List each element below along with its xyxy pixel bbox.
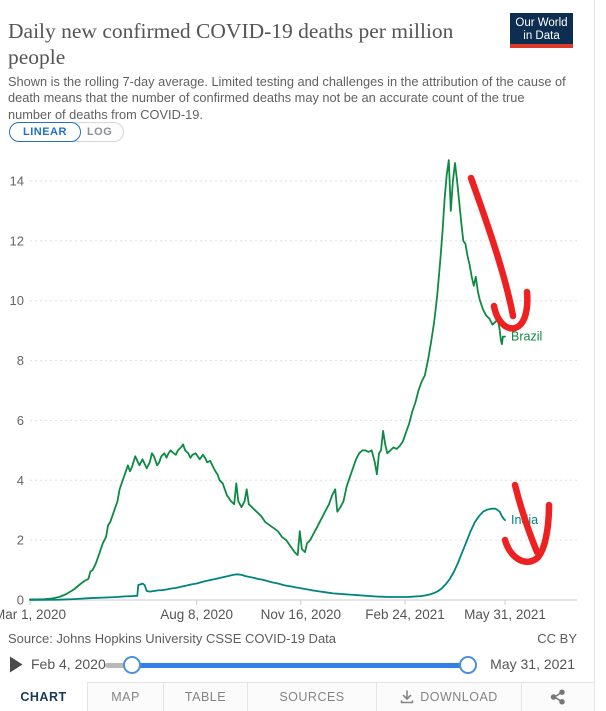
log-button[interactable]: LOG [72,122,125,142]
share-icon [550,689,565,705]
y-tick-label-10: 10 [10,293,24,308]
y-tick-label-2: 2 [17,533,24,548]
india-annotation-arrow-head [501,501,553,566]
tab-chart[interactable]: CHART [0,682,87,711]
timeline-start-date: Feb 4, 2020 [31,656,106,672]
x-tick-label: Aug 8, 2020 [160,607,233,622]
x-tick-label: Nov 16, 2020 [261,607,341,622]
y-tick-label-0: 0 [17,593,24,608]
play-icon[interactable] [9,656,23,673]
brazil-series-label: Brazil [511,330,542,344]
brazil-annotation-arrow-head [490,288,531,332]
y-tick-label-14: 14 [10,174,24,189]
owid-logo-line2: in Data [523,30,560,42]
line-chart: 0 2 4 6 8 10 12 14 Mar 1, 2020 Aug 8, 2020 Nov 16,… [0,159,577,622]
brazil-annotation-arrow-shaft [467,174,517,320]
india-annotation-arrow-shaft [511,481,541,556]
linear-button[interactable]: LINEAR [9,122,81,142]
y-tick-label-4: 4 [17,473,24,488]
source-text: Source: Johns Hopkins University CSSE CO… [8,631,337,646]
tab-share[interactable] [521,682,594,711]
tab-sources[interactable]: SOURCES [247,682,376,711]
timeline-handle-start[interactable] [123,656,141,674]
y-tick-label-8: 8 [17,353,24,368]
y-tick-label-12: 12 [10,233,24,248]
y-tick-label-6: 6 [17,413,24,428]
timeline-track-unselected[interactable] [105,662,125,668]
tab-map[interactable]: MAP [87,682,163,711]
x-tick-label: May 31, 2021 [464,607,546,622]
tab-bar: CHART MAP TABLE SOURCES DOWNLOAD [0,682,594,711]
timeline-control: Feb 4, 2020 May 31, 2021 [0,649,594,681]
x-tick-label: Feb 24, 2021 [365,607,445,622]
download-icon [400,690,414,704]
scale-toggle: LINEAR LOG [9,122,125,142]
timeline-handle-end[interactable] [459,656,477,674]
tab-download[interactable]: DOWNLOAD [376,682,521,711]
timeline-end-date: May 31, 2021 [490,656,575,672]
chart-footer: Source: Johns Hopkins University CSSE CO… [8,631,577,646]
india-line [29,507,506,601]
owid-logo[interactable]: Our World in Data [510,13,573,48]
timeline-track[interactable] [124,662,468,668]
brazil-line [29,159,506,601]
owid-logo-line1: Our World [515,17,568,29]
license-link[interactable]: CC BY [537,631,577,646]
page-title: Daily new confirmed COVID-19 deaths per … [8,19,454,70]
x-tick-label: Mar 1, 2020 [0,607,66,622]
tab-table[interactable]: TABLE [163,682,247,711]
chart-subtitle: Shown is the rolling 7-day average. Limi… [8,73,566,122]
